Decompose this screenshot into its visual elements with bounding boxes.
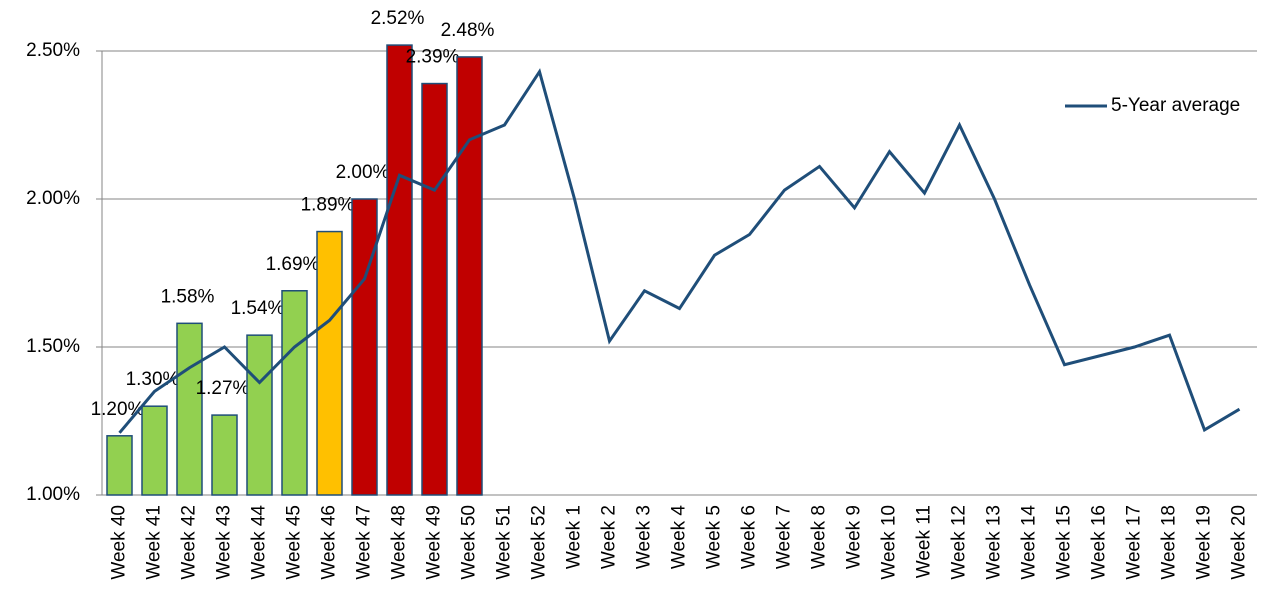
x-tick-label: Week 52	[529, 505, 550, 580]
bar	[456, 56, 483, 496]
data-label: 2.39%	[406, 47, 460, 68]
x-tick-label: Week 16	[1089, 505, 1110, 580]
y-tick-label: 2.00%	[26, 188, 80, 209]
x-tick-label: Week 13	[984, 505, 1005, 580]
x-tick-label: Week 44	[249, 505, 270, 580]
data-label: 1.20%	[91, 399, 145, 420]
bar	[246, 334, 273, 496]
x-tick-label: Week 5	[704, 505, 725, 569]
x-tick-label: Week 17	[1124, 505, 1145, 580]
bar	[176, 322, 203, 496]
x-tick-label: Week 48	[389, 505, 410, 580]
data-label: 1.89%	[301, 195, 355, 216]
x-tick-label: Week 40	[109, 505, 130, 580]
x-tick-label: Week 19	[1194, 505, 1215, 580]
x-tick-label: Week 12	[949, 505, 970, 580]
data-label: 2.00%	[336, 162, 390, 183]
bar	[106, 435, 133, 496]
x-tick-label: Week 18	[1159, 505, 1180, 580]
data-label: 2.52%	[371, 8, 425, 29]
x-tick-label: Week 49	[424, 505, 445, 580]
x-tick-label: Week 8	[809, 505, 830, 569]
x-tick-label: Week 11	[914, 505, 935, 578]
x-tick-label: Week 47	[354, 505, 375, 580]
line	[118, 68, 1241, 434]
bar	[211, 414, 238, 496]
x-tick-label: Week 6	[739, 505, 760, 569]
x-tick-label: Week 1	[564, 505, 585, 569]
x-tick-label: Week 20	[1229, 505, 1250, 580]
x-tick-label: Week 15	[1054, 505, 1075, 580]
bar	[281, 290, 308, 496]
y-tick-label: 1.00%	[26, 484, 80, 505]
data-label: 2.48%	[441, 20, 495, 41]
x-tick-label: Week 2	[599, 505, 620, 569]
x-tick-label: Week 51	[494, 505, 515, 580]
x-tick-label: Week 7	[774, 505, 795, 569]
y-tick-label: 1.50%	[26, 336, 80, 357]
x-tick-label: Week 3	[634, 505, 655, 569]
y-tick-label: 2.50%	[26, 40, 80, 61]
x-tick-label: Week 42	[179, 505, 200, 580]
x-tick-label: Week 46	[319, 505, 340, 580]
bar	[386, 44, 413, 496]
bar	[351, 198, 378, 496]
data-label: 1.54%	[231, 298, 285, 319]
x-tick-label: Week 45	[284, 505, 305, 580]
x-tick-label: Week 43	[214, 505, 235, 580]
bar	[141, 405, 168, 496]
data-label: 1.58%	[161, 286, 215, 307]
x-tick-label: Week 10	[879, 505, 900, 580]
legend-label: 5-Year average	[1111, 95, 1240, 116]
data-label: 1.69%	[266, 254, 320, 275]
x-tick-label: Week 4	[669, 505, 690, 570]
x-tick-label: Week 50	[459, 505, 480, 580]
data-label: 1.27%	[196, 378, 250, 399]
x-tick-label: Week 9	[844, 505, 865, 569]
bar	[421, 82, 448, 496]
x-tick-label: Week 14	[1019, 505, 1040, 580]
x-tick-label: Week 41	[144, 505, 165, 580]
bar	[316, 230, 343, 496]
